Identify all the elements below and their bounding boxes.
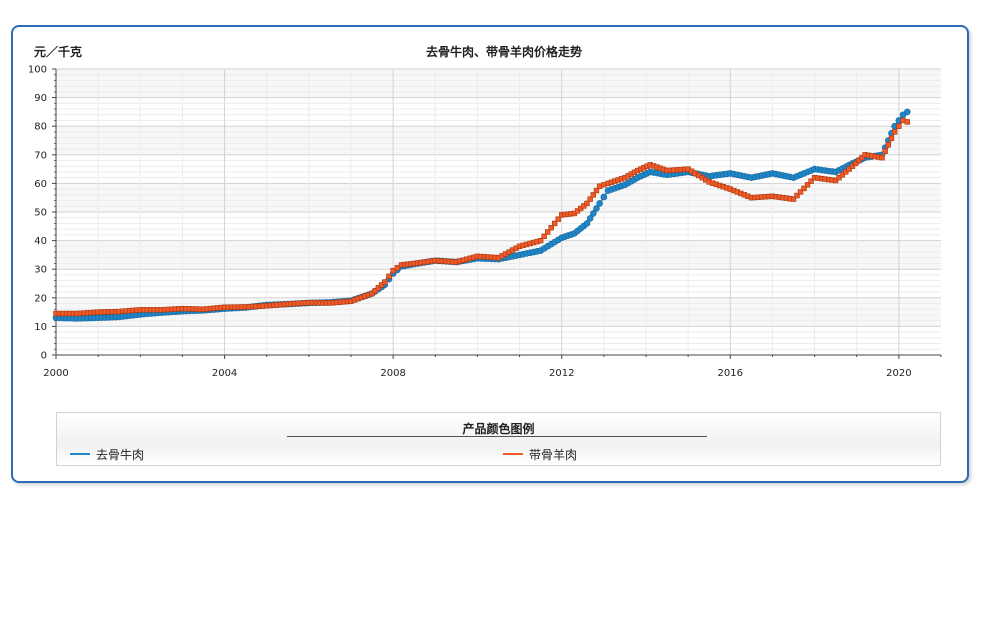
plot-band — [56, 212, 941, 241]
legend-label-beef: 去骨牛肉 — [96, 447, 145, 462]
data-point — [808, 178, 814, 184]
y-tick-label: 100 — [28, 65, 47, 76]
data-point — [801, 185, 807, 192]
data-point — [541, 233, 547, 240]
data-point — [794, 192, 800, 199]
data-point — [888, 135, 895, 142]
x-tick-label: 2000 — [43, 368, 68, 379]
plot-band — [56, 183, 941, 212]
data-point — [590, 192, 597, 198]
data-point — [904, 119, 910, 125]
data-point — [836, 174, 842, 181]
legend-title: 产品颜色图例 — [462, 422, 535, 436]
x-tick-label: 2008 — [380, 368, 405, 379]
data-point — [891, 129, 898, 135]
data-point — [896, 123, 902, 129]
legend-label-mutton: 带骨羊肉 — [529, 447, 578, 462]
data-point — [885, 142, 892, 148]
data-point — [903, 108, 911, 116]
y-tick-label: 90 — [34, 93, 47, 104]
y-tick-label: 10 — [34, 322, 47, 333]
data-point — [843, 169, 849, 175]
data-point — [849, 163, 856, 169]
series-mutton — [53, 117, 910, 317]
data-point — [856, 157, 862, 164]
plot-band — [56, 126, 941, 155]
data-point — [600, 193, 608, 201]
data-point — [382, 279, 388, 285]
legend-swatch-mutton — [503, 453, 523, 455]
y-tick-label: 30 — [34, 265, 47, 276]
data-point — [832, 177, 839, 184]
y-tick-label: 70 — [34, 150, 47, 161]
data-point — [879, 154, 885, 161]
data-point — [375, 285, 382, 291]
data-point — [846, 166, 852, 172]
data-point — [372, 287, 378, 294]
data-point — [804, 182, 811, 188]
data-point — [583, 220, 591, 227]
y-tick-label: 60 — [34, 179, 47, 190]
data-point — [390, 267, 396, 274]
legend-swatch-beef — [70, 453, 90, 455]
legend-divider — [287, 436, 707, 437]
data-point — [555, 216, 561, 222]
data-point — [587, 196, 593, 202]
data-point — [596, 200, 603, 207]
plot-band — [56, 97, 941, 127]
data-point — [797, 189, 804, 195]
y-tick-label: 50 — [34, 208, 47, 219]
y-tick-label: 0 — [41, 351, 47, 362]
x-tick-label: 2012 — [549, 368, 574, 379]
plot-band — [56, 326, 941, 355]
x-tick-label: 2020 — [886, 368, 911, 379]
y-tick-label: 40 — [34, 236, 47, 247]
plot-band — [56, 269, 941, 298]
data-point — [544, 229, 551, 235]
data-point — [859, 154, 865, 161]
data-point — [593, 187, 600, 194]
x-tick-label: 2016 — [718, 368, 743, 379]
data-point — [548, 225, 554, 231]
legend-item-beef[interactable]: 去骨牛肉 — [70, 446, 144, 462]
data-point — [593, 205, 600, 212]
data-point — [790, 196, 797, 202]
data-point — [590, 210, 597, 217]
legend: 产品颜色图例 去骨牛肉 带骨羊肉 — [56, 412, 941, 466]
data-point — [852, 160, 859, 167]
legend-item-mutton[interactable]: 带骨羊肉 — [503, 446, 577, 462]
data-point — [378, 282, 385, 288]
data-point — [586, 215, 594, 222]
plot-band — [56, 240, 941, 270]
chart-title: 去骨牛肉、带骨羊肉价格走势 — [426, 44, 582, 59]
data-point — [394, 265, 401, 271]
data-point — [839, 172, 846, 178]
x-tick-label: 2004 — [212, 368, 237, 379]
y-tick-label: 20 — [34, 293, 47, 304]
y-tick-label: 80 — [34, 122, 47, 133]
data-point — [882, 148, 888, 154]
y-axis-label: 元／千克 — [34, 44, 82, 59]
data-point — [537, 237, 544, 244]
data-point — [369, 290, 375, 297]
plot-band — [56, 69, 941, 98]
data-point — [584, 200, 590, 207]
data-point — [386, 273, 392, 280]
data-point — [551, 220, 558, 227]
